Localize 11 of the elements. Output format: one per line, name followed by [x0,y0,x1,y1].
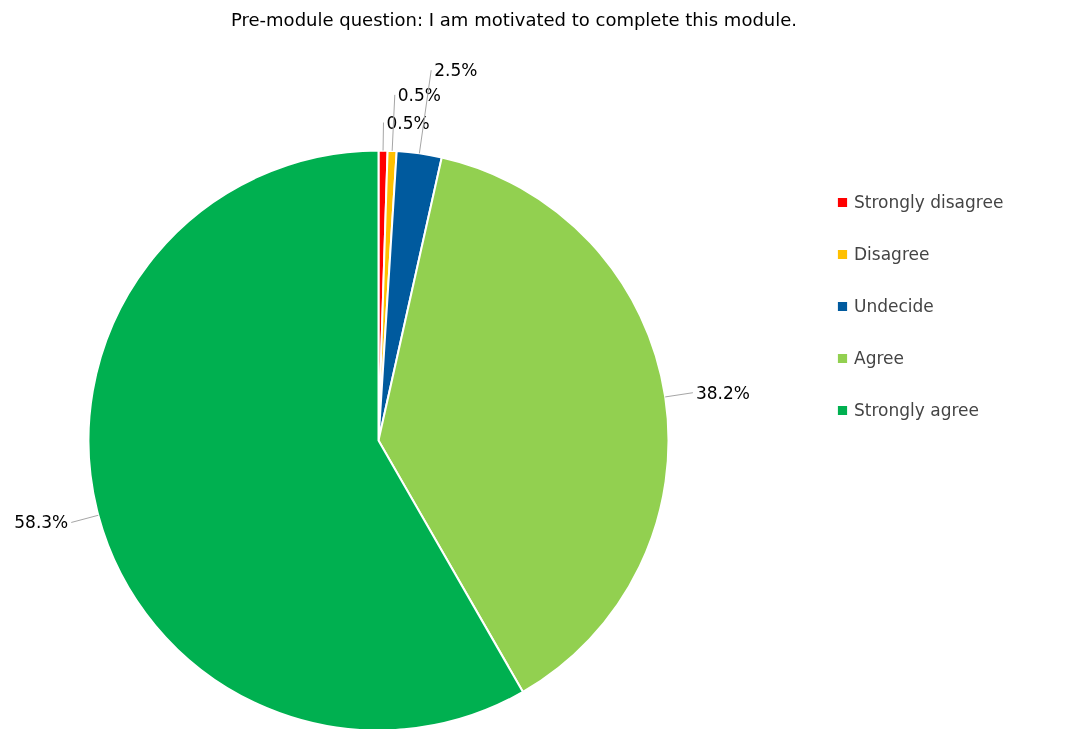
data-label: 38.2% [695,382,750,403]
legend-label: Strongly disagree [854,192,1004,212]
chart-title: Pre-module question: I am motivated to complete this module. [230,8,798,30]
legend-label: Undecide [854,296,934,316]
data-label: 2.5% [434,60,478,81]
data-label: 58.3% [14,512,69,533]
data-label: 0.5% [397,84,441,105]
legend-label: Disagree [854,244,930,264]
legend-label: Strongly agree [854,400,979,420]
legend-label: Agree [854,348,904,368]
data-label: 0.5% [386,112,430,133]
